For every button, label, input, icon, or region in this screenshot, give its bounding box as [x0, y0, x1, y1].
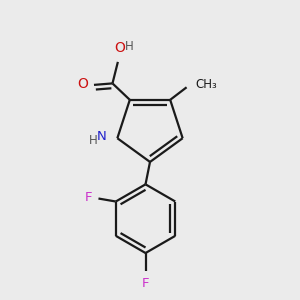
- Text: O: O: [114, 41, 125, 55]
- Text: F: F: [84, 191, 92, 204]
- Text: N: N: [97, 130, 107, 143]
- Text: H: H: [125, 40, 134, 53]
- Text: O: O: [78, 77, 88, 91]
- Text: F: F: [142, 277, 149, 290]
- Text: CH₃: CH₃: [196, 78, 217, 92]
- Text: H: H: [89, 134, 98, 147]
